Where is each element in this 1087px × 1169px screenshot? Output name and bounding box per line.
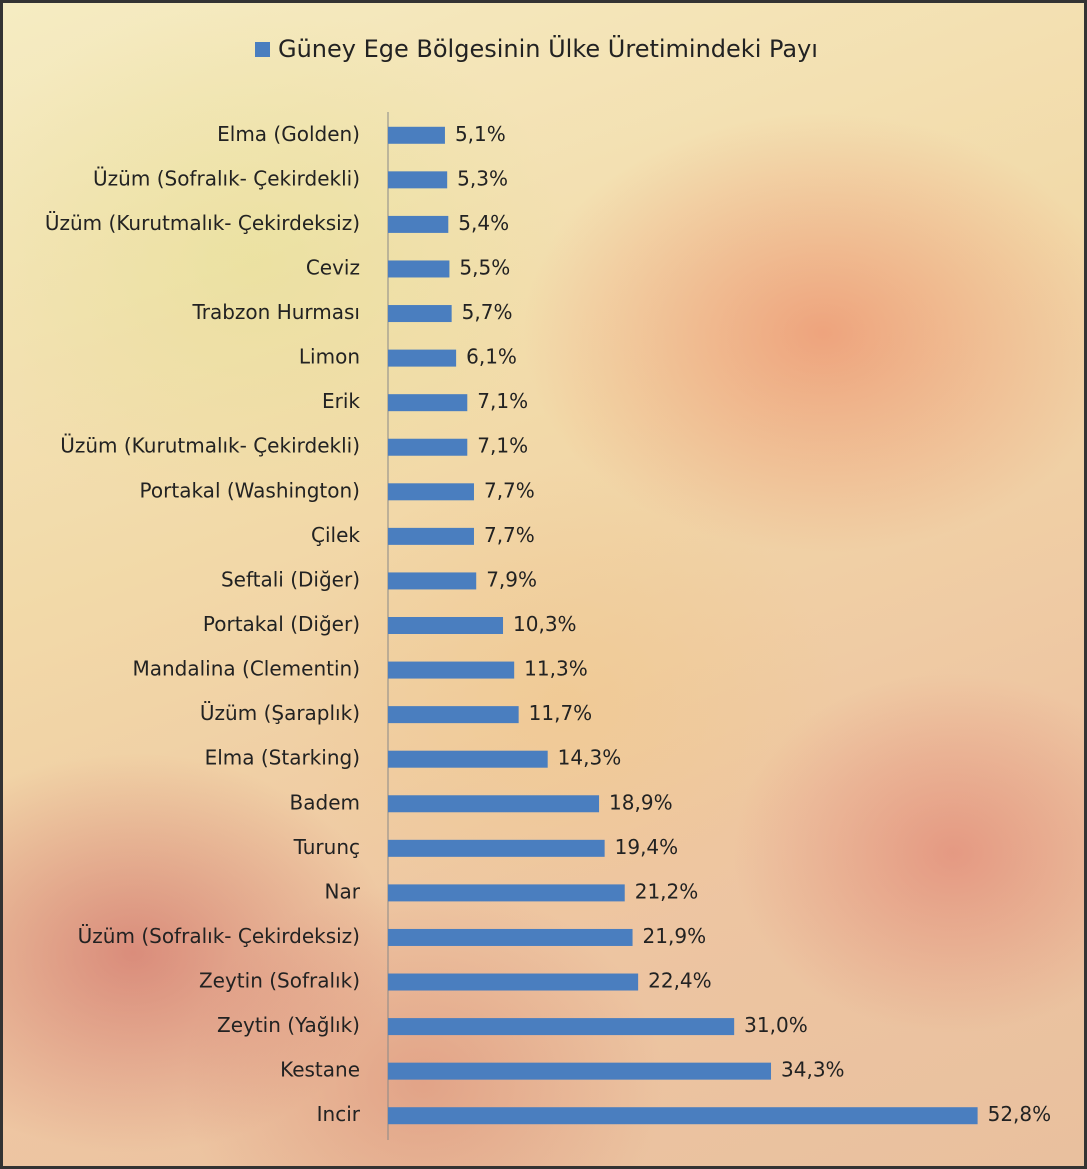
category-label: Çilek <box>311 523 360 547</box>
category-label: Trabzon Hurması <box>191 300 360 324</box>
bar <box>388 127 445 144</box>
category-label: Turunç <box>293 835 360 859</box>
value-label: 14,3% <box>558 746 622 770</box>
bar <box>388 795 599 812</box>
value-label: 5,3% <box>457 166 508 190</box>
value-label: 11,3% <box>524 657 588 681</box>
bar <box>388 974 638 991</box>
bar <box>388 1063 771 1080</box>
category-label: Mandalina (Clementin) <box>132 657 360 681</box>
bar <box>388 840 605 857</box>
value-label: 5,1% <box>455 122 506 146</box>
category-label: Badem <box>290 790 360 814</box>
bar <box>388 572 476 589</box>
category-label: Zeytin (Yağlık) <box>217 1013 360 1037</box>
value-label: 5,7% <box>462 300 513 324</box>
value-label: 5,4% <box>458 211 509 235</box>
category-label: Nar <box>325 879 361 903</box>
bar <box>388 1107 978 1124</box>
value-label: 21,2% <box>635 879 699 903</box>
value-label: 52,8% <box>988 1102 1052 1126</box>
value-label: 7,1% <box>477 434 528 458</box>
category-label: Portakal (Washington) <box>140 478 360 502</box>
category-label: Üzüm (Şaraplık) <box>200 701 360 725</box>
legend-swatch <box>255 42 270 57</box>
bar <box>388 1018 734 1035</box>
bar <box>388 706 519 723</box>
page: Güney Ege Bölgesinin Ülke Üretimindeki P… <box>0 0 1087 1169</box>
category-label: Üzüm (Sofralık- Çekirdekli) <box>93 166 360 190</box>
category-label: Elma (Golden) <box>217 122 360 146</box>
bar <box>388 305 452 322</box>
value-label: 7,9% <box>486 567 537 591</box>
category-label: Zeytin (Sofralık) <box>199 969 360 993</box>
category-label: Üzüm (Sofralık- Çekirdeksiz) <box>78 924 360 948</box>
bar <box>388 350 456 367</box>
bar <box>388 171 447 188</box>
bar <box>388 662 514 679</box>
value-label: 11,7% <box>529 701 593 725</box>
bar <box>388 483 474 500</box>
bar <box>388 394 467 411</box>
bar <box>388 528 474 545</box>
value-label: 22,4% <box>648 969 712 993</box>
category-label: Üzüm (Kurutmalık- Çekirdekli) <box>60 434 360 458</box>
category-label: Seftali (Diğer) <box>221 567 360 591</box>
value-label: 7,1% <box>477 389 528 413</box>
value-label: 7,7% <box>484 523 535 547</box>
category-label: Elma (Starking) <box>205 746 360 770</box>
category-label: Portakal (Diğer) <box>203 612 360 636</box>
bar <box>388 617 503 634</box>
bar <box>388 929 633 946</box>
category-label: Üzüm (Kurutmalık- Çekirdeksiz) <box>45 211 360 235</box>
value-label: 6,1% <box>466 345 517 369</box>
category-label: Kestane <box>280 1058 360 1082</box>
category-label: Ceviz <box>306 255 360 279</box>
chart: Güney Ege Bölgesinin Ülke Üretimindeki P… <box>0 0 1087 1169</box>
bar <box>388 884 625 901</box>
category-label: Limon <box>299 345 360 369</box>
value-label: 31,0% <box>744 1013 808 1037</box>
bar <box>388 260 449 277</box>
value-label: 5,5% <box>459 255 510 279</box>
bar <box>388 216 448 233</box>
category-label: Erik <box>322 389 360 413</box>
category-label: Incir <box>317 1102 361 1126</box>
legend-label: Güney Ege Bölgesinin Ülke Üretimindeki P… <box>278 34 818 63</box>
bar <box>388 751 548 768</box>
bar <box>388 439 467 456</box>
value-label: 7,7% <box>484 478 535 502</box>
value-label: 10,3% <box>513 612 577 636</box>
value-label: 19,4% <box>615 835 679 859</box>
value-label: 18,9% <box>609 790 673 814</box>
value-label: 21,9% <box>643 924 707 948</box>
value-label: 34,3% <box>781 1058 845 1082</box>
